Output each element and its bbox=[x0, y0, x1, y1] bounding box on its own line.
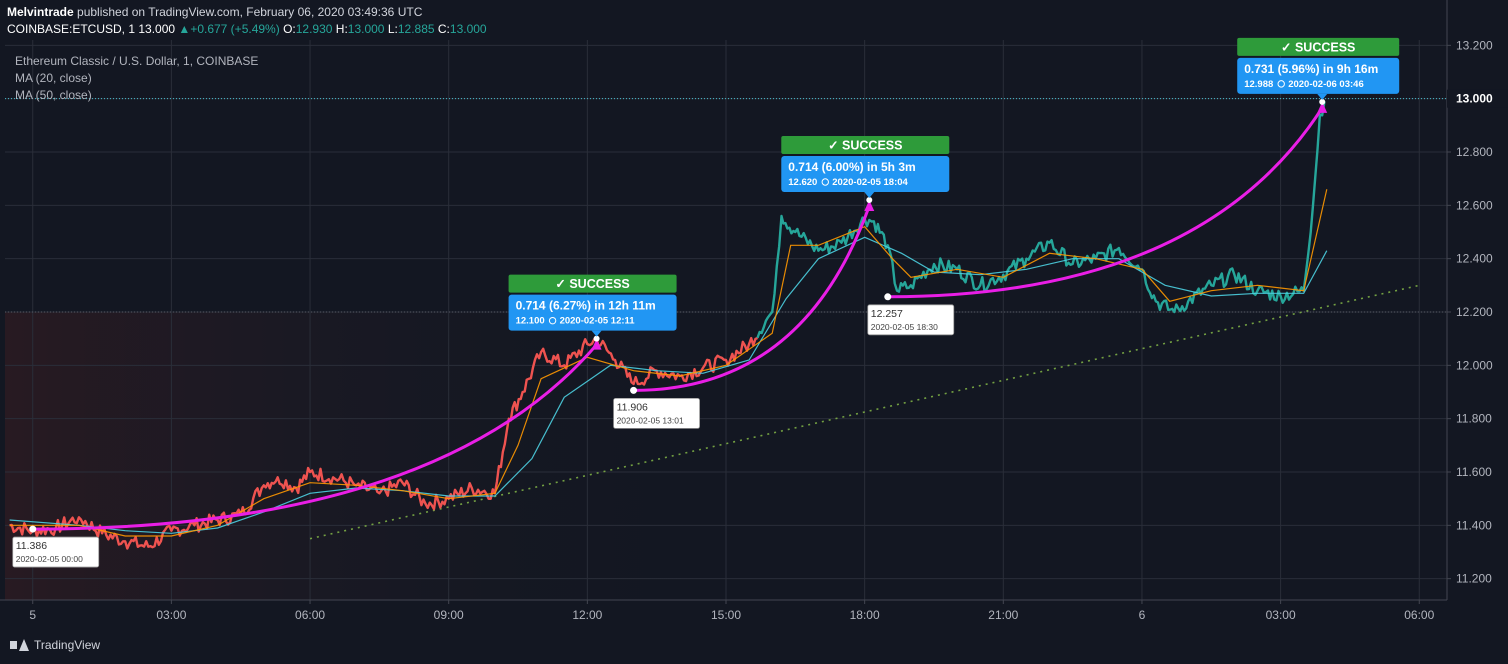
move-start-marker bbox=[29, 525, 37, 533]
price-tick-label: 13.200 bbox=[1456, 38, 1493, 52]
close-value: 13.000 bbox=[449, 22, 487, 36]
gain-callout-pointer bbox=[864, 192, 875, 198]
open-value: 12.930 bbox=[295, 22, 333, 36]
gain-text: 0.714 (6.27%) in 12h 11m bbox=[516, 299, 656, 313]
move-curve bbox=[887, 107, 1324, 299]
series-layer bbox=[9, 101, 1328, 550]
gain-callout-box bbox=[508, 294, 677, 331]
chart-grid bbox=[5, 40, 1447, 600]
up-arrow-icon: ▲ bbox=[178, 22, 191, 36]
price-line-segment bbox=[9, 336, 759, 550]
legend-ma50[interactable]: MA (50, close) bbox=[15, 88, 92, 102]
success-text: ✓ SUCCESS bbox=[1281, 40, 1355, 54]
target-date: 2020-02-06 03:46 bbox=[1288, 79, 1364, 90]
move-curve bbox=[633, 205, 871, 392]
price-tick-label: 11.400 bbox=[1456, 518, 1492, 532]
time-tick-label: 03:00 bbox=[156, 608, 186, 622]
close-label: C: bbox=[437, 22, 450, 36]
move-end-marker bbox=[866, 197, 873, 203]
publisher-name[interactable]: Melvintrade bbox=[7, 5, 74, 19]
gain-callout-box bbox=[781, 156, 950, 192]
clock-icon bbox=[821, 178, 829, 186]
time-tick-label: 09:00 bbox=[434, 608, 464, 622]
time-tick-label: 18:00 bbox=[850, 608, 880, 622]
time-tick-label: 21:00 bbox=[988, 608, 1018, 622]
start-date-label: 2020-02-05 13:01 bbox=[617, 415, 684, 425]
high-label: H: bbox=[335, 22, 348, 36]
start-label-box bbox=[867, 304, 955, 336]
time-tick-label: 06:00 bbox=[1404, 608, 1434, 622]
start-price-label: 12.257 bbox=[871, 308, 903, 320]
price-tick-label: 12.800 bbox=[1456, 145, 1493, 159]
axes-layer: 13.200 13.000 12.800 12.600 12.400 12.200 12.0… bbox=[0, 0, 1508, 622]
clock-icon bbox=[548, 316, 557, 325]
target-price: 12.100 bbox=[516, 316, 545, 327]
tradingview-icon bbox=[10, 639, 29, 651]
tradingview-logo[interactable]: TradingView bbox=[10, 638, 100, 652]
publish-info: Melvintrade published on TradingView.com… bbox=[7, 5, 422, 19]
target-price: 12.988 bbox=[1244, 79, 1273, 90]
price-tick-label: 12.600 bbox=[1456, 198, 1493, 212]
gain-callout-pointer bbox=[591, 330, 602, 337]
ma20-line bbox=[9, 189, 1328, 537]
open-label: O: bbox=[283, 22, 296, 36]
gain-text: 0.714 (6.00%) in 5h 3m bbox=[788, 160, 915, 174]
move-arrowhead bbox=[864, 200, 875, 211]
chart-background-shade bbox=[5, 312, 726, 600]
brand-name: TradingView bbox=[34, 638, 101, 652]
symbol-name: COINBASE:ETCUSD, 1 bbox=[7, 22, 136, 36]
price-tick-label: 12.200 bbox=[1456, 305, 1493, 319]
gain-callout-pointer bbox=[1317, 93, 1328, 100]
start-label-box bbox=[12, 536, 100, 568]
gain-text: 0.731 (5.96%) in 9h 16m bbox=[1244, 62, 1378, 76]
price-change: +0.677 (+5.49%) bbox=[190, 22, 280, 36]
move-start-marker bbox=[884, 293, 892, 301]
clock-icon bbox=[1277, 80, 1285, 88]
move-start-marker bbox=[630, 386, 638, 394]
price-tick-label: 11.600 bbox=[1456, 465, 1492, 479]
high-value: 13.000 bbox=[347, 22, 385, 36]
start-label-box bbox=[613, 397, 700, 429]
price-line-segment bbox=[756, 101, 1326, 339]
legend-instrument[interactable]: Ethereum Classic / U.S. Dollar, 1, COINB… bbox=[15, 54, 259, 68]
start-price-label: 11.386 bbox=[16, 540, 47, 552]
time-tick-label: 06:00 bbox=[295, 608, 325, 622]
symbol-ohlc: COINBASE:ETCUSD, 1 13.000 ▲+0.677 (+5.49… bbox=[7, 22, 487, 36]
success-badge bbox=[781, 136, 950, 154]
start-date-label: 2020-02-05 18:30 bbox=[871, 322, 938, 332]
time-tick-label: 6 bbox=[1139, 608, 1146, 622]
move-end-marker bbox=[593, 335, 600, 342]
last-price: 13.000 bbox=[138, 22, 176, 36]
target-date: 2020-02-05 12:11 bbox=[560, 316, 636, 327]
moves-layer: 11.386 2020-02-05 00:00 0.714 (6.27%) in 1… bbox=[12, 37, 1400, 568]
price-tick-label: 12.000 bbox=[1456, 358, 1493, 372]
price-mark-label: 13.000 bbox=[1456, 92, 1493, 106]
success-text: ✓ SUCCESS bbox=[555, 277, 629, 291]
time-tick-label: 5 bbox=[29, 608, 36, 622]
price-mark-label-bg bbox=[1447, 89, 1508, 108]
price-tick-label: 12.400 bbox=[1456, 252, 1493, 266]
price-tick-label: 11.800 bbox=[1456, 412, 1492, 426]
time-tick-label: 12:00 bbox=[572, 608, 602, 622]
success-badge bbox=[1237, 37, 1400, 56]
target-price: 12.620 bbox=[788, 177, 817, 188]
low-value: 12.885 bbox=[397, 22, 435, 36]
success-badge bbox=[508, 274, 677, 293]
success-text: ✓ SUCCESS bbox=[828, 139, 902, 153]
legend-ma20[interactable]: MA (20, close) bbox=[15, 71, 92, 85]
start-price-label: 11.906 bbox=[617, 401, 648, 413]
move-arrowhead bbox=[591, 338, 602, 350]
move-arrowhead bbox=[1317, 101, 1328, 113]
target-date: 2020-02-05 18:04 bbox=[832, 177, 908, 188]
start-date-label: 2020-02-05 00:00 bbox=[16, 554, 83, 564]
low-label: L: bbox=[387, 22, 398, 36]
time-tick-label: 15:00 bbox=[711, 608, 741, 622]
price-tick-label: 11.200 bbox=[1456, 572, 1492, 586]
move-curve bbox=[32, 343, 598, 531]
time-tick-label: 03:00 bbox=[1266, 608, 1296, 622]
move-end-marker bbox=[1319, 98, 1326, 105]
published-on: published on TradingView.com, February 0… bbox=[77, 5, 423, 19]
